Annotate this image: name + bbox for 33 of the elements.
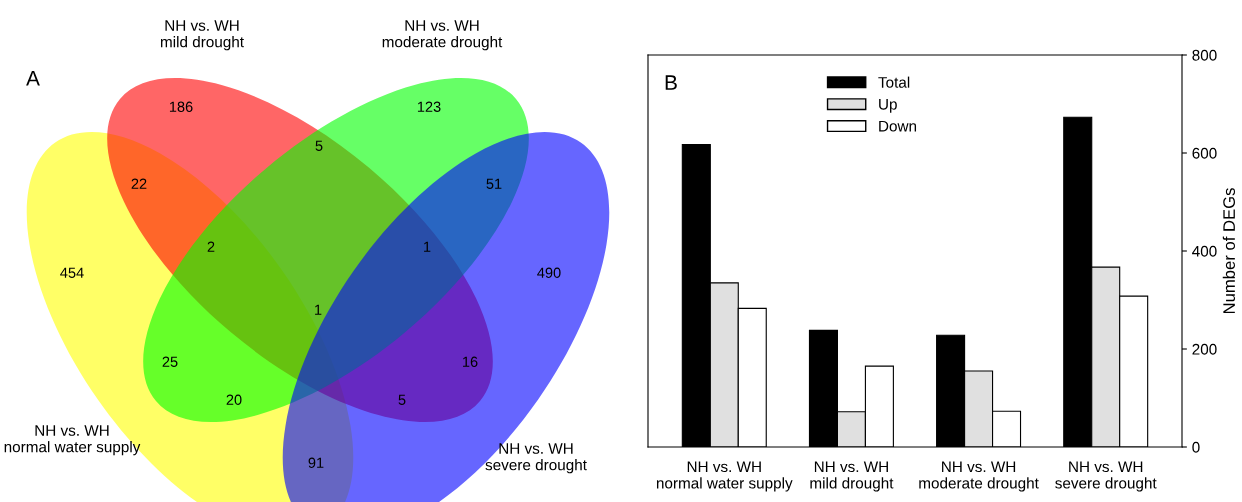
text: 51: [486, 178, 502, 189]
text: 2: [207, 241, 215, 252]
x-tick-label: NH vs. WH normal water supply: [656, 461, 793, 492]
legend-label: Down: [879, 120, 917, 132]
text: NH vs. WH moderate drought: [382, 20, 503, 51]
legend-label: Up: [879, 99, 897, 113]
x-tick-label: NH vs. WH mild drought: [810, 461, 894, 492]
text: 16: [463, 356, 478, 367]
text: A: [26, 71, 40, 86]
text: 5: [315, 140, 323, 151]
text: 123: [417, 101, 441, 112]
x-tick-label: NH vs. WH moderate drought: [919, 461, 1039, 492]
text: 25: [162, 356, 178, 367]
text: 1: [424, 241, 431, 252]
text: 5: [398, 394, 406, 405]
text: NH vs. WH mild drought: [160, 20, 244, 51]
text: 20: [226, 394, 242, 405]
x-tick-label: NH vs. WH severe drought: [1055, 461, 1157, 492]
y-tick-label: 600: [1192, 147, 1217, 159]
text: 1: [315, 304, 322, 315]
y-tick-label: 400: [1192, 245, 1217, 257]
legend-label: Total: [878, 76, 910, 88]
text: 186: [169, 101, 193, 112]
text: B: [665, 75, 677, 90]
y-tick-label: 800: [1192, 49, 1217, 61]
text: 22: [131, 178, 147, 189]
text: 454: [60, 267, 84, 278]
text: NH vs. WH normal water supply: [4, 425, 141, 456]
text: 91: [308, 457, 324, 468]
y-axis-title: Number of DEGs: [1222, 188, 1236, 314]
text: 490: [537, 267, 561, 278]
y-tick-label: 0: [1192, 441, 1200, 453]
y-tick-label: 200: [1192, 343, 1217, 355]
